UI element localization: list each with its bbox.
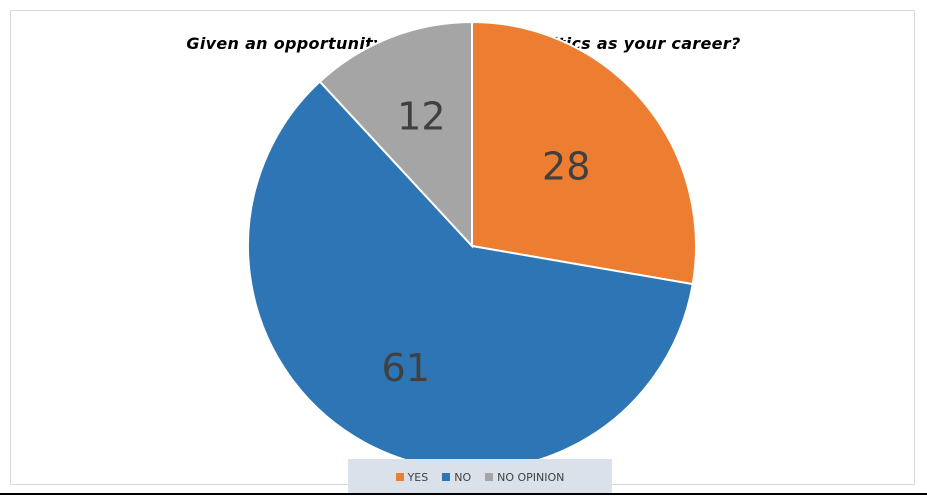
chart-legend: YES NO NO OPINION <box>348 459 612 495</box>
legend-swatch-no-opinion <box>485 473 494 481</box>
pie-slice-no <box>247 80 694 471</box>
legend-item-yes: YES <box>395 470 429 484</box>
legend-item-no-opinion: NO OPINION <box>485 471 564 484</box>
data-label-yes: 28 <box>542 145 590 189</box>
pie-slice-no-opinion <box>318 20 473 249</box>
legend-swatch-no <box>442 473 451 481</box>
legend-swatch-yes <box>395 473 404 481</box>
data-label-no: 61 <box>382 346 430 390</box>
legend-item-no: NO <box>442 471 471 484</box>
legend-label-yes: YES <box>407 470 429 484</box>
data-label-no-opinion: 12 <box>397 95 445 139</box>
pie-slice-yes <box>471 20 697 286</box>
legend-label-no: NO <box>454 470 472 484</box>
legend-label-no-opinion: NO OPINION <box>497 470 565 484</box>
bottom-border <box>0 493 927 495</box>
